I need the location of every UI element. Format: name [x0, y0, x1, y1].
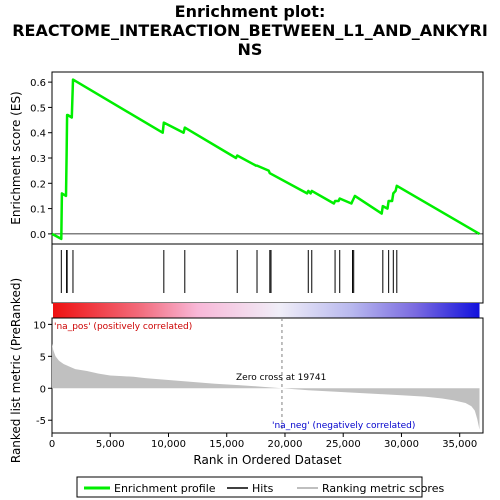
y-tick-label: 0.4 — [30, 129, 46, 140]
annotation-positive: 'na_pos' (positively correlated) — [54, 322, 192, 332]
title-line: NS — [237, 40, 263, 59]
enrichment-profile-line — [51, 78, 481, 241]
legend-label-profile: Enrichment profile — [114, 482, 216, 495]
title-line: REACTOME_INTERACTION_BETWEEN_L1_AND_ANKY… — [12, 21, 488, 40]
metric-panel-frame — [51, 317, 484, 434]
legend-label-hits: Hits — [252, 482, 274, 495]
x-tick-label: 25,000 — [326, 439, 361, 450]
y-tick-label: 0.1 — [30, 205, 46, 216]
y-tick-label: 5 — [40, 352, 46, 363]
x-tick-label: 10,000 — [151, 439, 186, 450]
y-axis-label: Enrichment score (ES) — [9, 91, 23, 224]
x-tick-label: 15,000 — [209, 439, 244, 450]
y-tick-label: 0 — [40, 384, 46, 395]
x-axis-label: Rank in Ordered Dataset — [193, 453, 341, 467]
chart-title: Enrichment plot: REACTOME_INTERACTION_BE… — [0, 2, 500, 59]
ranking-heat-bar — [53, 303, 480, 318]
x-tick-label: 35,000 — [442, 439, 477, 450]
legend-box — [76, 476, 423, 498]
y-tick-label: 0.2 — [30, 179, 46, 190]
x-tick-label: 5,000 — [96, 439, 125, 450]
hits-panel-frame — [51, 243, 484, 304]
y-tick-label: 0.6 — [30, 78, 46, 89]
y-tick-label: 10 — [33, 320, 46, 331]
legend-label-metric: Ranking metric scores — [322, 482, 444, 495]
annotation-zero-cross: Zero cross at 19741 — [236, 373, 326, 383]
x-tick-label: 30,000 — [384, 439, 419, 450]
y-tick-label: 0.5 — [30, 103, 46, 114]
y-tick-label: 0.3 — [30, 154, 46, 165]
ranking-metric-area — [52, 343, 480, 430]
x-tick-label: 20,000 — [267, 439, 302, 450]
y-tick-label: 0.0 — [30, 230, 46, 241]
y-tick-label: -5 — [36, 416, 46, 427]
title-line: Enrichment plot: — [174, 2, 326, 21]
y-axis-label: Ranked list metric (PreRanked) — [9, 278, 23, 463]
annotation-negative: 'na_neg' (negatively correlated) — [272, 421, 415, 431]
x-tick-label: 0 — [49, 439, 55, 450]
es-panel-frame — [51, 71, 484, 245]
